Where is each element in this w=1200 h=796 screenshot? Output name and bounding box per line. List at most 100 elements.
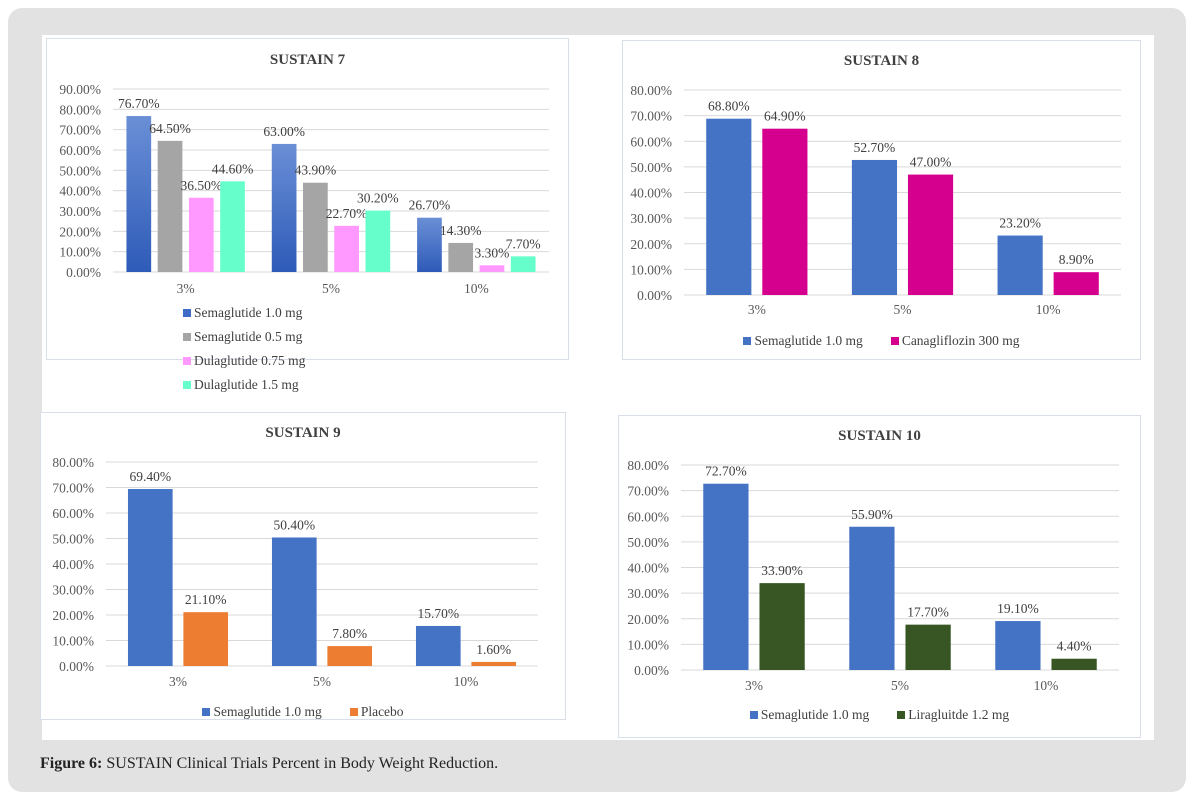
data-label: 69.40% (129, 469, 171, 484)
bar (995, 621, 1041, 670)
bar (417, 217, 442, 272)
y-tick-label: 0.00% (59, 659, 94, 674)
bar (703, 483, 749, 670)
y-tick-label: 60.00% (52, 506, 94, 521)
x-category-label: 5% (891, 678, 909, 693)
bar (327, 646, 373, 666)
legend-swatch (897, 711, 906, 719)
bar (365, 210, 391, 272)
y-tick-label: 10.00% (59, 245, 101, 260)
legend-label: Liragluitde 1.2 mg (908, 707, 1010, 722)
y-tick-label: 30.00% (630, 211, 672, 226)
y-tick-label: 10.00% (52, 634, 94, 649)
bar (448, 242, 474, 272)
legend-label: Dulaglutide 0.75 mg (194, 353, 306, 368)
chart-title: SUSTAIN 7 (269, 52, 346, 68)
bar (127, 489, 173, 666)
y-tick-label: 40.00% (630, 186, 672, 201)
data-label: 22.70% (326, 206, 368, 221)
data-label: 1.60% (476, 642, 511, 657)
bar (706, 118, 752, 295)
legend-swatch (183, 357, 191, 365)
bar (303, 182, 328, 272)
chart-title: SUSTAIN 8 (843, 53, 920, 69)
legend-swatch (349, 708, 358, 716)
bar (183, 612, 229, 666)
data-label: 4.40% (1057, 639, 1092, 654)
bar (1051, 658, 1097, 670)
y-tick-label: 50.00% (59, 163, 101, 178)
bar (126, 116, 152, 272)
bar (1053, 272, 1099, 295)
data-label: 52.70% (854, 140, 896, 155)
bar (415, 625, 461, 666)
figure-caption-text: SUSTAIN Clinical Trials Percent in Body … (106, 755, 499, 772)
chart-legend: Semaglutide 1.0 mg Canagliflozin 300 mg (623, 329, 1140, 353)
y-tick-label: 80.00% (52, 455, 94, 470)
data-label: 72.70% (705, 464, 747, 479)
data-label: 64.50% (149, 121, 191, 136)
chart-title: SUSTAIN 9 (265, 425, 341, 441)
data-label: 7.80% (332, 626, 367, 641)
data-label: 50.40% (273, 517, 315, 532)
x-category-label: 10% (1034, 678, 1059, 693)
bar (510, 256, 536, 272)
bar (334, 225, 359, 272)
y-tick-label: 30.00% (52, 583, 94, 598)
y-tick-label: 10.00% (627, 637, 669, 652)
data-label: 36.50% (180, 178, 222, 193)
x-category-label: 3% (745, 678, 763, 693)
bar (851, 159, 898, 295)
y-tick-label: 0.00% (637, 288, 672, 303)
data-label: 44.60% (212, 161, 254, 176)
bar (849, 526, 895, 670)
chart-sustain-7: SUSTAIN 7 0.00% 10.00% 20.00% 30.00% 40.00% 50… (46, 38, 569, 392)
legend-item: Canagliflozin 300 mg (890, 329, 1020, 353)
bar (479, 265, 505, 272)
x-category-label: 3% (748, 302, 766, 317)
legend-item: Dulaglutide 1.5 mg (183, 373, 299, 397)
bar (271, 143, 297, 272)
bar (271, 537, 317, 666)
legend-item: Placebo (349, 700, 404, 724)
y-tick-label: 40.00% (627, 561, 669, 576)
x-category-label: 5% (313, 674, 331, 689)
data-label: 3.30% (475, 245, 510, 260)
y-tick-label: 80.00% (630, 83, 672, 98)
chart-sustain-9: SUSTAIN 9 0.00% 10.00% 20.00% 30.00% 40.00% 50… (40, 412, 566, 720)
chart-legend: Semaglutide 1.0 mg Semaglutide 0.5 mg Dula… (177, 301, 428, 397)
chart-plot: 0.00% 10.00% 20.00% 30.00% 40.00% 50.00% 60.00… (627, 458, 1119, 693)
y-tick-label: 20.00% (59, 224, 101, 239)
x-category-label: 10% (1036, 302, 1061, 317)
legend-swatch (183, 309, 191, 317)
figure-label: Figure 6: (40, 755, 103, 772)
legend-item: Semaglutide 0.5 mg (183, 325, 302, 349)
data-label: 30.20% (357, 191, 399, 206)
y-tick-label: 50.00% (627, 535, 669, 550)
y-tick-label: 30.00% (59, 204, 101, 219)
legend-swatch (743, 337, 752, 345)
y-tick-label: 20.00% (52, 608, 94, 623)
x-category-label: 3% (177, 281, 195, 296)
chart-title: SUSTAIN 10 (838, 428, 921, 444)
legend-item: Liragluitde 1.2 mg (897, 703, 1009, 727)
data-label: 76.70% (118, 96, 160, 111)
y-tick-label: 0.00% (66, 265, 101, 280)
y-tick-label: 60.00% (59, 143, 101, 158)
legend-item: Semaglutide 1.0 mg (183, 301, 302, 325)
data-label: 21.10% (185, 592, 227, 607)
y-tick-label: 40.00% (52, 557, 94, 572)
y-tick-label: 30.00% (627, 586, 669, 601)
chart-plot: 0.00% 10.00% 20.00% 30.00% 40.00% 50.00% 60.00… (52, 455, 538, 689)
chart-legend: Semaglutide 1.0 mg Liragluitde 1.2 mg (619, 703, 1140, 727)
chart-plot: 0.00% 10.00% 20.00% 30.00% 40.00% 50.00% 60.00… (630, 83, 1121, 317)
y-tick-label: 70.00% (630, 109, 672, 124)
y-tick-label: 40.00% (59, 184, 101, 199)
legend-label: Semaglutide 0.5 mg (194, 329, 303, 344)
legend-label: Dulaglutide 1.5 mg (194, 377, 299, 392)
y-tick-label: 50.00% (52, 532, 94, 547)
legend-label: Placebo (360, 704, 404, 719)
data-label: 26.70% (409, 198, 451, 213)
data-label: 19.10% (997, 601, 1039, 616)
legend-swatch (890, 337, 899, 345)
